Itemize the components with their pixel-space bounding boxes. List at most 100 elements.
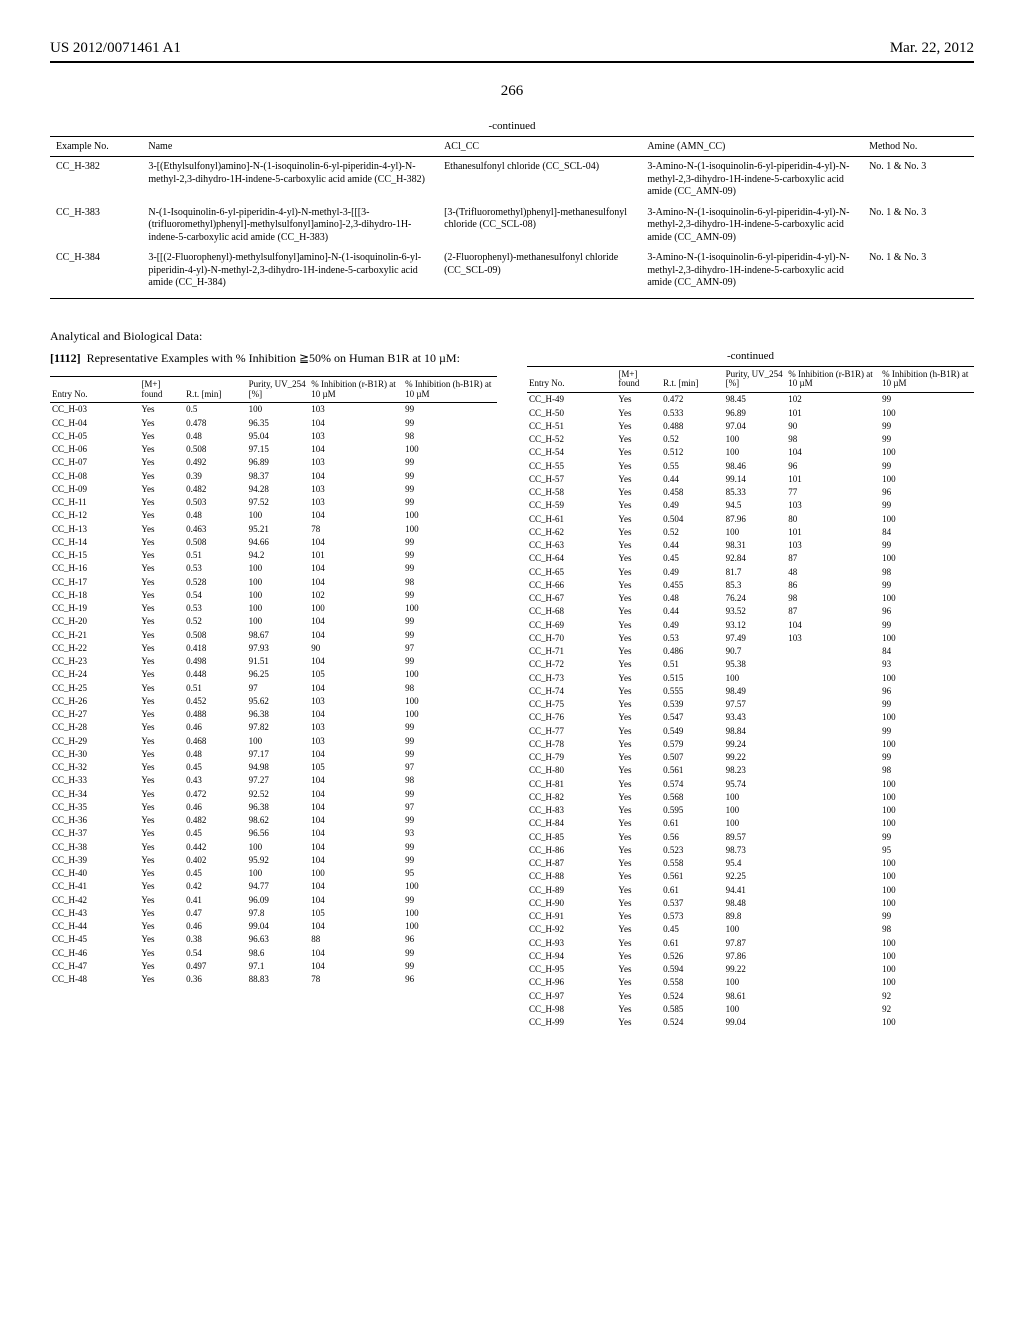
table-cell: Yes	[616, 817, 661, 830]
table-cell: 98	[880, 764, 974, 777]
table-cell: 101	[786, 473, 880, 486]
table-cell: CC_H-87	[527, 857, 616, 870]
table-cell: CC_H-79	[527, 751, 616, 764]
table-cell: 99	[403, 841, 497, 854]
table2-continued: -continued	[527, 350, 974, 362]
table-cell: 100	[724, 526, 787, 539]
table-cell: 100	[880, 778, 974, 791]
table-cell: 102	[786, 393, 880, 407]
table-cell: Yes	[139, 576, 184, 589]
table-cell: 99.22	[724, 963, 787, 976]
table1-continued: -continued	[50, 120, 974, 132]
table-cell: Yes	[139, 629, 184, 642]
table-row: CC_H-49Yes0.47298.4510299	[527, 393, 974, 407]
table-cell: 99	[403, 615, 497, 628]
table-cell: 99	[403, 549, 497, 562]
table-cell: 100	[247, 403, 310, 417]
table-row: CC_H-20Yes0.5210010499	[50, 615, 497, 628]
table-cell: 100	[403, 880, 497, 893]
table-cell	[786, 751, 880, 764]
table-cell: CC_H-18	[50, 589, 139, 602]
table-cell: CC_H-71	[527, 645, 616, 658]
table-cell: Yes	[139, 907, 184, 920]
table-cell: 0.482	[184, 814, 247, 827]
th-method: Method No.	[863, 137, 974, 157]
table-cell: CC_H-52	[527, 433, 616, 446]
table-row: CC_H-19Yes0.53100100100	[50, 602, 497, 615]
table-cell: CC_H-17	[50, 576, 139, 589]
table-cell: Yes	[139, 854, 184, 867]
table-row: CC_H-33Yes0.4397.2710498	[50, 774, 497, 787]
th-purity: Purity, UV_254 [%]	[247, 376, 310, 403]
table-cell: 103	[309, 695, 403, 708]
table-cell: 0.533	[661, 407, 724, 420]
table-cell: Yes	[616, 566, 661, 579]
table-cell: 0.61	[661, 937, 724, 950]
table-cell: 0.508	[184, 629, 247, 642]
table-cell: 99	[403, 748, 497, 761]
table-cell: 99	[403, 629, 497, 642]
th-mplus: [M+] found	[616, 366, 661, 393]
table-cell: 96	[880, 685, 974, 698]
table-cell: 100	[403, 920, 497, 933]
table-cell: Yes	[139, 509, 184, 522]
table-cell: 99	[880, 910, 974, 923]
table-cell: CC_H-57	[527, 473, 616, 486]
table-cell: Yes	[616, 910, 661, 923]
table-cell: 100	[724, 976, 787, 989]
table-cell: CC_H-03	[50, 403, 139, 417]
table-cell: 101	[786, 407, 880, 420]
table-cell: 0.512	[661, 446, 724, 459]
table-cell: Yes	[139, 748, 184, 761]
table-cell: 86	[786, 579, 880, 592]
table-cell: 0.455	[661, 579, 724, 592]
table-cell: 93.43	[724, 711, 787, 724]
paragraph-number: [1112]	[50, 351, 81, 365]
table-cell: 100	[247, 589, 310, 602]
table-cell: CC_H-82	[527, 791, 616, 804]
table-cell: 97.49	[724, 632, 787, 645]
table-cell: 97.93	[247, 642, 310, 655]
table-cell: Yes	[616, 711, 661, 724]
table-cell: 0.51	[184, 549, 247, 562]
table-cell: Yes	[139, 735, 184, 748]
table-row: CC_H-99Yes0.52499.04100	[527, 1016, 974, 1029]
table-row: CC_H-68Yes0.4493.528796	[527, 605, 974, 618]
table-cell: 95.4	[724, 857, 787, 870]
table-cell: CC_H-76	[527, 711, 616, 724]
table-cell: 98.67	[247, 629, 310, 642]
table-cell: 85.3	[724, 579, 787, 592]
table-cell: CC_H-78	[527, 738, 616, 751]
table-cell: Yes	[616, 460, 661, 473]
table-cell: CC_H-59	[527, 499, 616, 512]
table-cell: No. 1 & No. 3	[863, 203, 974, 249]
page-header: US 2012/0071461 A1 Mar. 22, 2012	[50, 40, 974, 57]
table-cell: Yes	[616, 884, 661, 897]
table-cell: CC_H-09	[50, 483, 139, 496]
table-cell: Yes	[139, 708, 184, 721]
table-cell: Yes	[139, 417, 184, 430]
table-cell: Yes	[616, 552, 661, 565]
table-cell: 104	[309, 443, 403, 456]
table-row: CC_H-79Yes0.50799.2299	[527, 751, 974, 764]
table-cell: 0.472	[184, 788, 247, 801]
table-cell: 0.549	[661, 725, 724, 738]
table-row: CC_H-13Yes0.46395.2178100	[50, 523, 497, 536]
table-cell: 0.402	[184, 854, 247, 867]
table-cell: Yes	[616, 672, 661, 685]
table-row: CC_H-30Yes0.4897.1710499	[50, 748, 497, 761]
table-row: CC_H-67Yes0.4876.2498100	[527, 592, 974, 605]
table-cell: 0.524	[661, 1016, 724, 1029]
table-cell: Yes	[139, 483, 184, 496]
table-cell: 100	[247, 735, 310, 748]
table-cell: 99	[880, 698, 974, 711]
table-cell: 99	[403, 735, 497, 748]
table-cell: 0.526	[661, 950, 724, 963]
table-cell: Yes	[616, 486, 661, 499]
table-cell: 99	[880, 460, 974, 473]
table-row: CC_H-76Yes0.54793.43100	[527, 711, 974, 724]
table-cell: CC_H-39	[50, 854, 139, 867]
table-cell: 100	[880, 632, 974, 645]
table-cell: 99	[403, 814, 497, 827]
table-cell: 97.52	[247, 496, 310, 509]
